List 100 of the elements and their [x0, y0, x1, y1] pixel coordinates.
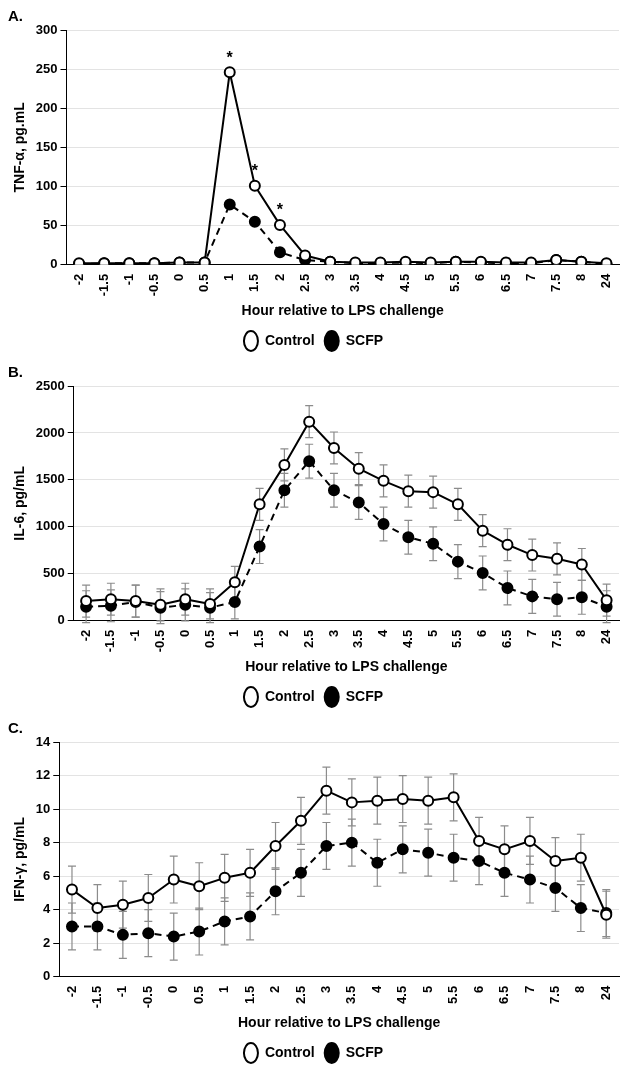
x-tick-label: 3 — [317, 985, 333, 994]
x-tick-label: 1 — [216, 985, 232, 994]
x-tick-label: 5.5 — [447, 273, 463, 292]
x-tick-label: 4 — [375, 629, 391, 638]
x-tick-label: 0 — [171, 273, 187, 282]
x-tick-label: 1 — [221, 273, 237, 282]
chart-title: B. — [8, 363, 23, 381]
legend-label: Control — [264, 687, 315, 704]
x-tick-label: 8 — [572, 985, 588, 994]
x-tick-label: -1.5 — [95, 273, 111, 297]
x-tick-label: -1 — [114, 985, 130, 998]
y-tick-label: 250 — [35, 60, 58, 76]
x-tick-label: 24 — [597, 985, 613, 1001]
x-tick-label: 7.5 — [547, 273, 563, 292]
x-tick-label: 7 — [523, 629, 539, 638]
x-tick-label: 6 — [474, 629, 490, 638]
y-tick-label: 14 — [35, 733, 52, 749]
x-tick-label: 2 — [267, 985, 283, 994]
x-tick-label: 4.5 — [394, 985, 410, 1004]
x-tick-label: -1 — [120, 273, 136, 286]
y-tick-label: 12 — [35, 767, 51, 783]
x-tick-label: 4 — [368, 985, 384, 994]
annotation: * — [276, 201, 284, 219]
x-tick-label: 24 — [598, 629, 614, 645]
x-tick-label: -2 — [70, 273, 86, 286]
x-tick-label: -1.5 — [102, 629, 118, 653]
x-tick-label: 2 — [271, 273, 287, 282]
y-tick-label: 50 — [43, 217, 58, 233]
x-tick-label: -0.5 — [139, 985, 155, 1009]
x-tick-label: 6.5 — [497, 273, 513, 292]
x-tick-label: 6 — [470, 985, 486, 994]
x-tick-label: 5 — [424, 629, 440, 638]
x-axis-title: Hour relative to LPS challenge — [237, 1014, 441, 1031]
x-tick-label: 5.5 — [449, 629, 465, 648]
y-tick-label: 300 — [35, 21, 58, 37]
x-tick-label: 5 — [419, 985, 435, 994]
annotation: * — [226, 48, 234, 66]
x-tick-label: 6.5 — [496, 985, 512, 1004]
x-tick-label: 24 — [598, 273, 614, 289]
y-tick-label: 0 — [43, 968, 51, 984]
x-tick-label: 7 — [522, 273, 538, 282]
x-tick-label: 0.5 — [201, 629, 217, 648]
x-tick-label: 3.5 — [350, 629, 366, 648]
x-tick-label: 2.5 — [296, 273, 312, 292]
annotation: * — [251, 162, 259, 180]
y-axis-title: TNF-α, pg.mL — [11, 101, 28, 193]
y-axis-title: IFN-γ, pg/mL — [11, 816, 28, 902]
x-tick-label: 6 — [472, 273, 488, 282]
y-tick-label: 1500 — [35, 471, 65, 487]
x-axis-title: Hour relative to LPS challenge — [245, 658, 448, 675]
x-axis-title: Hour relative to LPS challenge — [241, 302, 445, 319]
x-tick-label: 8 — [572, 273, 588, 282]
y-tick-label: 1000 — [35, 518, 65, 534]
legend-label: SCFP — [345, 687, 384, 704]
x-tick-label: 1.5 — [251, 629, 267, 648]
y-tick-label: 8 — [43, 834, 51, 850]
x-tick-label: 2 — [275, 629, 291, 638]
y-tick-label: 10 — [35, 800, 51, 816]
x-tick-label: 5 — [422, 273, 438, 282]
x-tick-label: -0.5 — [145, 273, 161, 297]
x-tick-label: 2.5 — [292, 985, 308, 1004]
y-tick-label: 0 — [50, 256, 58, 272]
x-tick-label: 3 — [325, 629, 341, 638]
y-tick-label: 6 — [43, 867, 51, 883]
x-tick-label: 3.5 — [346, 273, 362, 292]
x-tick-label: 4.5 — [397, 273, 413, 292]
x-tick-label: 0 — [176, 629, 192, 638]
legend-label: SCFP — [345, 331, 384, 348]
y-axis-title: IL-6, pg/mL — [11, 465, 28, 541]
legend-label: Control — [264, 331, 315, 348]
y-tick-label: 4 — [43, 901, 52, 917]
x-tick-label: 6.5 — [499, 629, 515, 648]
x-tick-label: 0.5 — [196, 273, 212, 292]
x-tick-label: 8 — [573, 629, 589, 638]
x-tick-label: -2 — [63, 985, 79, 998]
y-tick-label: 0 — [57, 612, 65, 628]
x-tick-label: 0 — [165, 985, 181, 994]
x-tick-label: 7.5 — [548, 629, 564, 648]
x-tick-label: 3.5 — [343, 985, 359, 1004]
x-tick-label: 7 — [521, 985, 537, 994]
y-tick-label: 100 — [35, 178, 58, 194]
x-tick-label: 1.5 — [246, 273, 262, 292]
y-tick-label: 2000 — [35, 424, 65, 440]
y-tick-label: 2500 — [35, 377, 65, 393]
chart-title: A. — [8, 7, 23, 25]
x-tick-label: -1.5 — [89, 985, 104, 1009]
y-tick-label: 500 — [43, 565, 65, 581]
y-tick-label: 2 — [43, 934, 51, 950]
y-tick-label: 150 — [35, 138, 58, 154]
x-tick-label: 3 — [321, 273, 337, 282]
chart-title: C. — [8, 719, 23, 737]
x-tick-label: 1.5 — [241, 985, 257, 1004]
x-tick-label: 4.5 — [399, 629, 415, 648]
x-tick-label: -1 — [127, 629, 143, 642]
x-tick-label: 1 — [226, 629, 242, 638]
y-tick-label: 200 — [35, 99, 58, 115]
legend-label: Control — [264, 1043, 315, 1060]
x-tick-label: 5.5 — [445, 985, 461, 1004]
legend-label: SCFP — [345, 1043, 384, 1060]
x-tick-label: 0.5 — [190, 985, 206, 1004]
